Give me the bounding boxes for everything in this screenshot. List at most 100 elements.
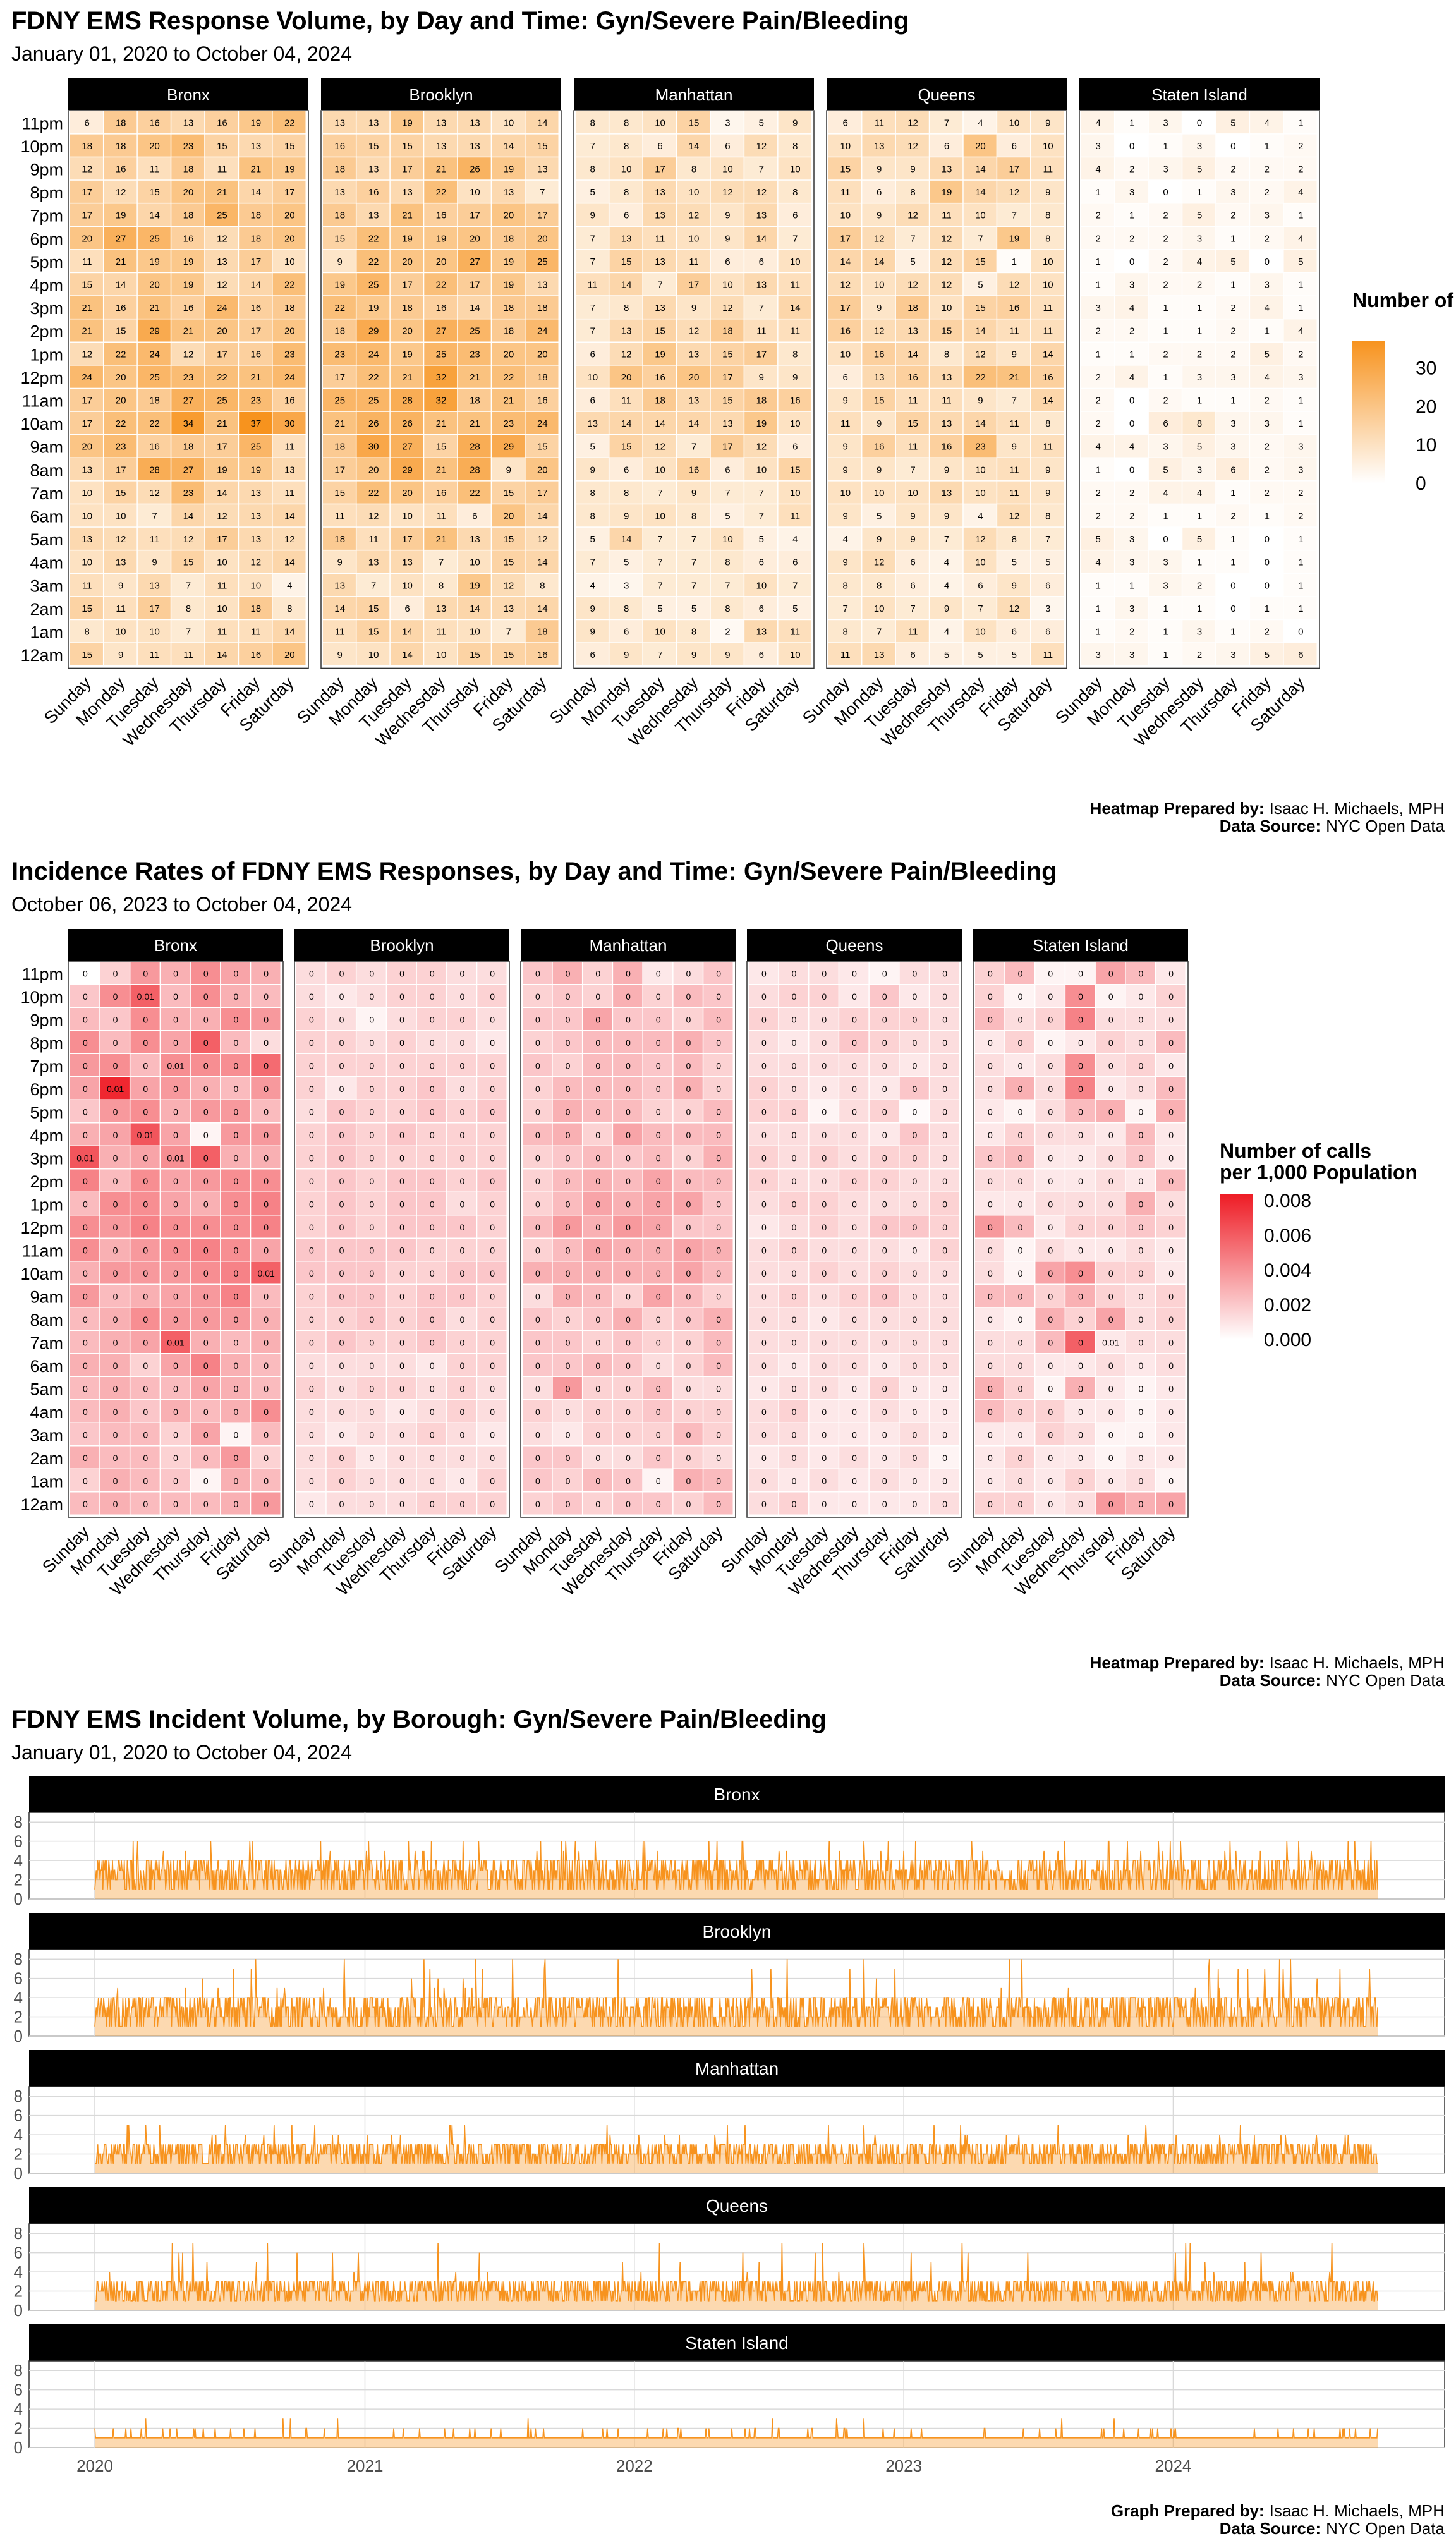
- heatmap-cell: [424, 273, 458, 296]
- cell-label: 0: [264, 968, 269, 978]
- cell-label: 13: [183, 118, 194, 128]
- cell-label: 0: [535, 1314, 540, 1325]
- heatmap-cell: [458, 389, 491, 411]
- heatmap-cell: [70, 458, 103, 481]
- heatmap-cell: [239, 458, 272, 481]
- cell-label: 0: [460, 1130, 465, 1140]
- cell-label: 0: [143, 1084, 148, 1094]
- cell-label: 0: [490, 1084, 495, 1094]
- cell-label: 0: [595, 1407, 600, 1417]
- cell-label: 0: [1078, 1361, 1083, 1371]
- cell-label: 13: [368, 164, 379, 175]
- cell-label: 0: [716, 1499, 721, 1509]
- cell-label: 0: [792, 1429, 797, 1440]
- cell-label: 1: [1298, 396, 1303, 406]
- cell-label: 0: [686, 1476, 691, 1486]
- legend-colorbar: [1220, 1194, 1253, 1340]
- cell-label: 0: [882, 1176, 887, 1186]
- cell-label: 2: [1096, 396, 1101, 406]
- cell-label: 0: [369, 1222, 374, 1232]
- cell-label: 0: [1168, 1499, 1174, 1509]
- cell-label: 9: [1045, 118, 1050, 128]
- heatmap-cell: [710, 180, 744, 203]
- heatmap-cell: [525, 134, 559, 157]
- cell-label: 0: [852, 1268, 857, 1278]
- cell-label: 0: [882, 1268, 887, 1278]
- cell-label: 0: [852, 1361, 857, 1371]
- cell-label: 0: [264, 1429, 269, 1440]
- cell-label: 13: [504, 187, 514, 198]
- cell-label: 2: [1197, 280, 1202, 291]
- cell-label: 3: [1230, 442, 1235, 452]
- cell-label: 0: [113, 1245, 118, 1255]
- cell-label: 14: [284, 557, 295, 568]
- cell-label: 10: [470, 557, 480, 568]
- cell-label: 0: [490, 1130, 495, 1140]
- cell-label: 13: [334, 580, 345, 591]
- heatmap-cell: [356, 458, 390, 481]
- cell-label: 8: [725, 604, 730, 614]
- heatmap-cell: [525, 620, 559, 643]
- cell-label: 0: [369, 1361, 374, 1371]
- cell-label: 0: [852, 1014, 857, 1024]
- cell-label: 21: [251, 372, 262, 383]
- cell-label: 25: [149, 233, 160, 244]
- cell-label: 0: [234, 1130, 239, 1140]
- cell-label: 0: [399, 1407, 404, 1417]
- heatmap-cell: [323, 343, 356, 365]
- cell-label: 14: [975, 164, 986, 175]
- cell-label: 6: [910, 650, 915, 660]
- cell-label: 11: [942, 210, 952, 221]
- cell-label: 0: [913, 1222, 918, 1232]
- cell-label: 16: [1043, 372, 1053, 383]
- cell-label: 11: [1043, 164, 1053, 175]
- cell-label: 6: [792, 442, 798, 452]
- heatmap-cell: [104, 504, 137, 527]
- cell-label: 0: [113, 1268, 118, 1278]
- cell-label: 0: [203, 1407, 209, 1417]
- hour-tick-label: 2am: [30, 600, 63, 619]
- cell-label: 0: [942, 968, 947, 978]
- heatmap-cell: [778, 157, 811, 180]
- cell-label: 13: [368, 118, 379, 128]
- heatmap-cell: [272, 273, 306, 296]
- cell-label: 0: [686, 1199, 691, 1209]
- cell-label: 0: [309, 1453, 314, 1463]
- cell-label: 0: [430, 1453, 435, 1463]
- heatmap-cell: [70, 273, 103, 296]
- cell-label: 0: [1139, 1361, 1144, 1371]
- hour-tick-label: 11pm: [21, 964, 63, 983]
- cell-label: 15: [504, 488, 514, 499]
- heatmap-cell: [272, 365, 306, 388]
- cell-label: 24: [537, 418, 548, 429]
- cell-label: 12: [368, 511, 379, 522]
- cell-label: 7: [691, 534, 696, 545]
- cell-label: 0: [1265, 534, 1270, 545]
- cell-label: 10: [116, 627, 126, 638]
- cell-label: 6: [843, 372, 848, 383]
- cell-label: 2: [1265, 488, 1270, 499]
- cell-label: 0: [761, 1291, 767, 1301]
- cell-label: 10: [621, 164, 632, 175]
- cell-label: 6: [1298, 650, 1303, 660]
- cell-label: 0: [566, 1130, 571, 1140]
- cell-label: 2: [1163, 257, 1168, 267]
- heatmap-cell: [458, 574, 491, 597]
- cell-label: 14: [621, 418, 632, 429]
- cell-label: 0: [1108, 968, 1113, 978]
- cell-label: 17: [217, 442, 228, 452]
- cell-label: 34: [183, 418, 194, 429]
- heatmap-cell: [137, 319, 171, 342]
- cell-label: 0: [339, 1084, 344, 1094]
- cell-label: 0: [399, 1014, 404, 1024]
- cell-label: 0: [626, 1429, 631, 1440]
- cell-label: 7: [910, 604, 915, 614]
- cell-label: 4: [287, 580, 292, 591]
- source-volume-prefix: Data Source:: [1220, 816, 1321, 835]
- legend-rates-title: Number of calls per 1,000 Population: [1220, 1139, 1417, 1184]
- cell-label: 0: [203, 1130, 209, 1140]
- cell-label: 0: [656, 1476, 661, 1486]
- cell-label: 0: [490, 1222, 495, 1232]
- cell-label: 0: [460, 1153, 465, 1163]
